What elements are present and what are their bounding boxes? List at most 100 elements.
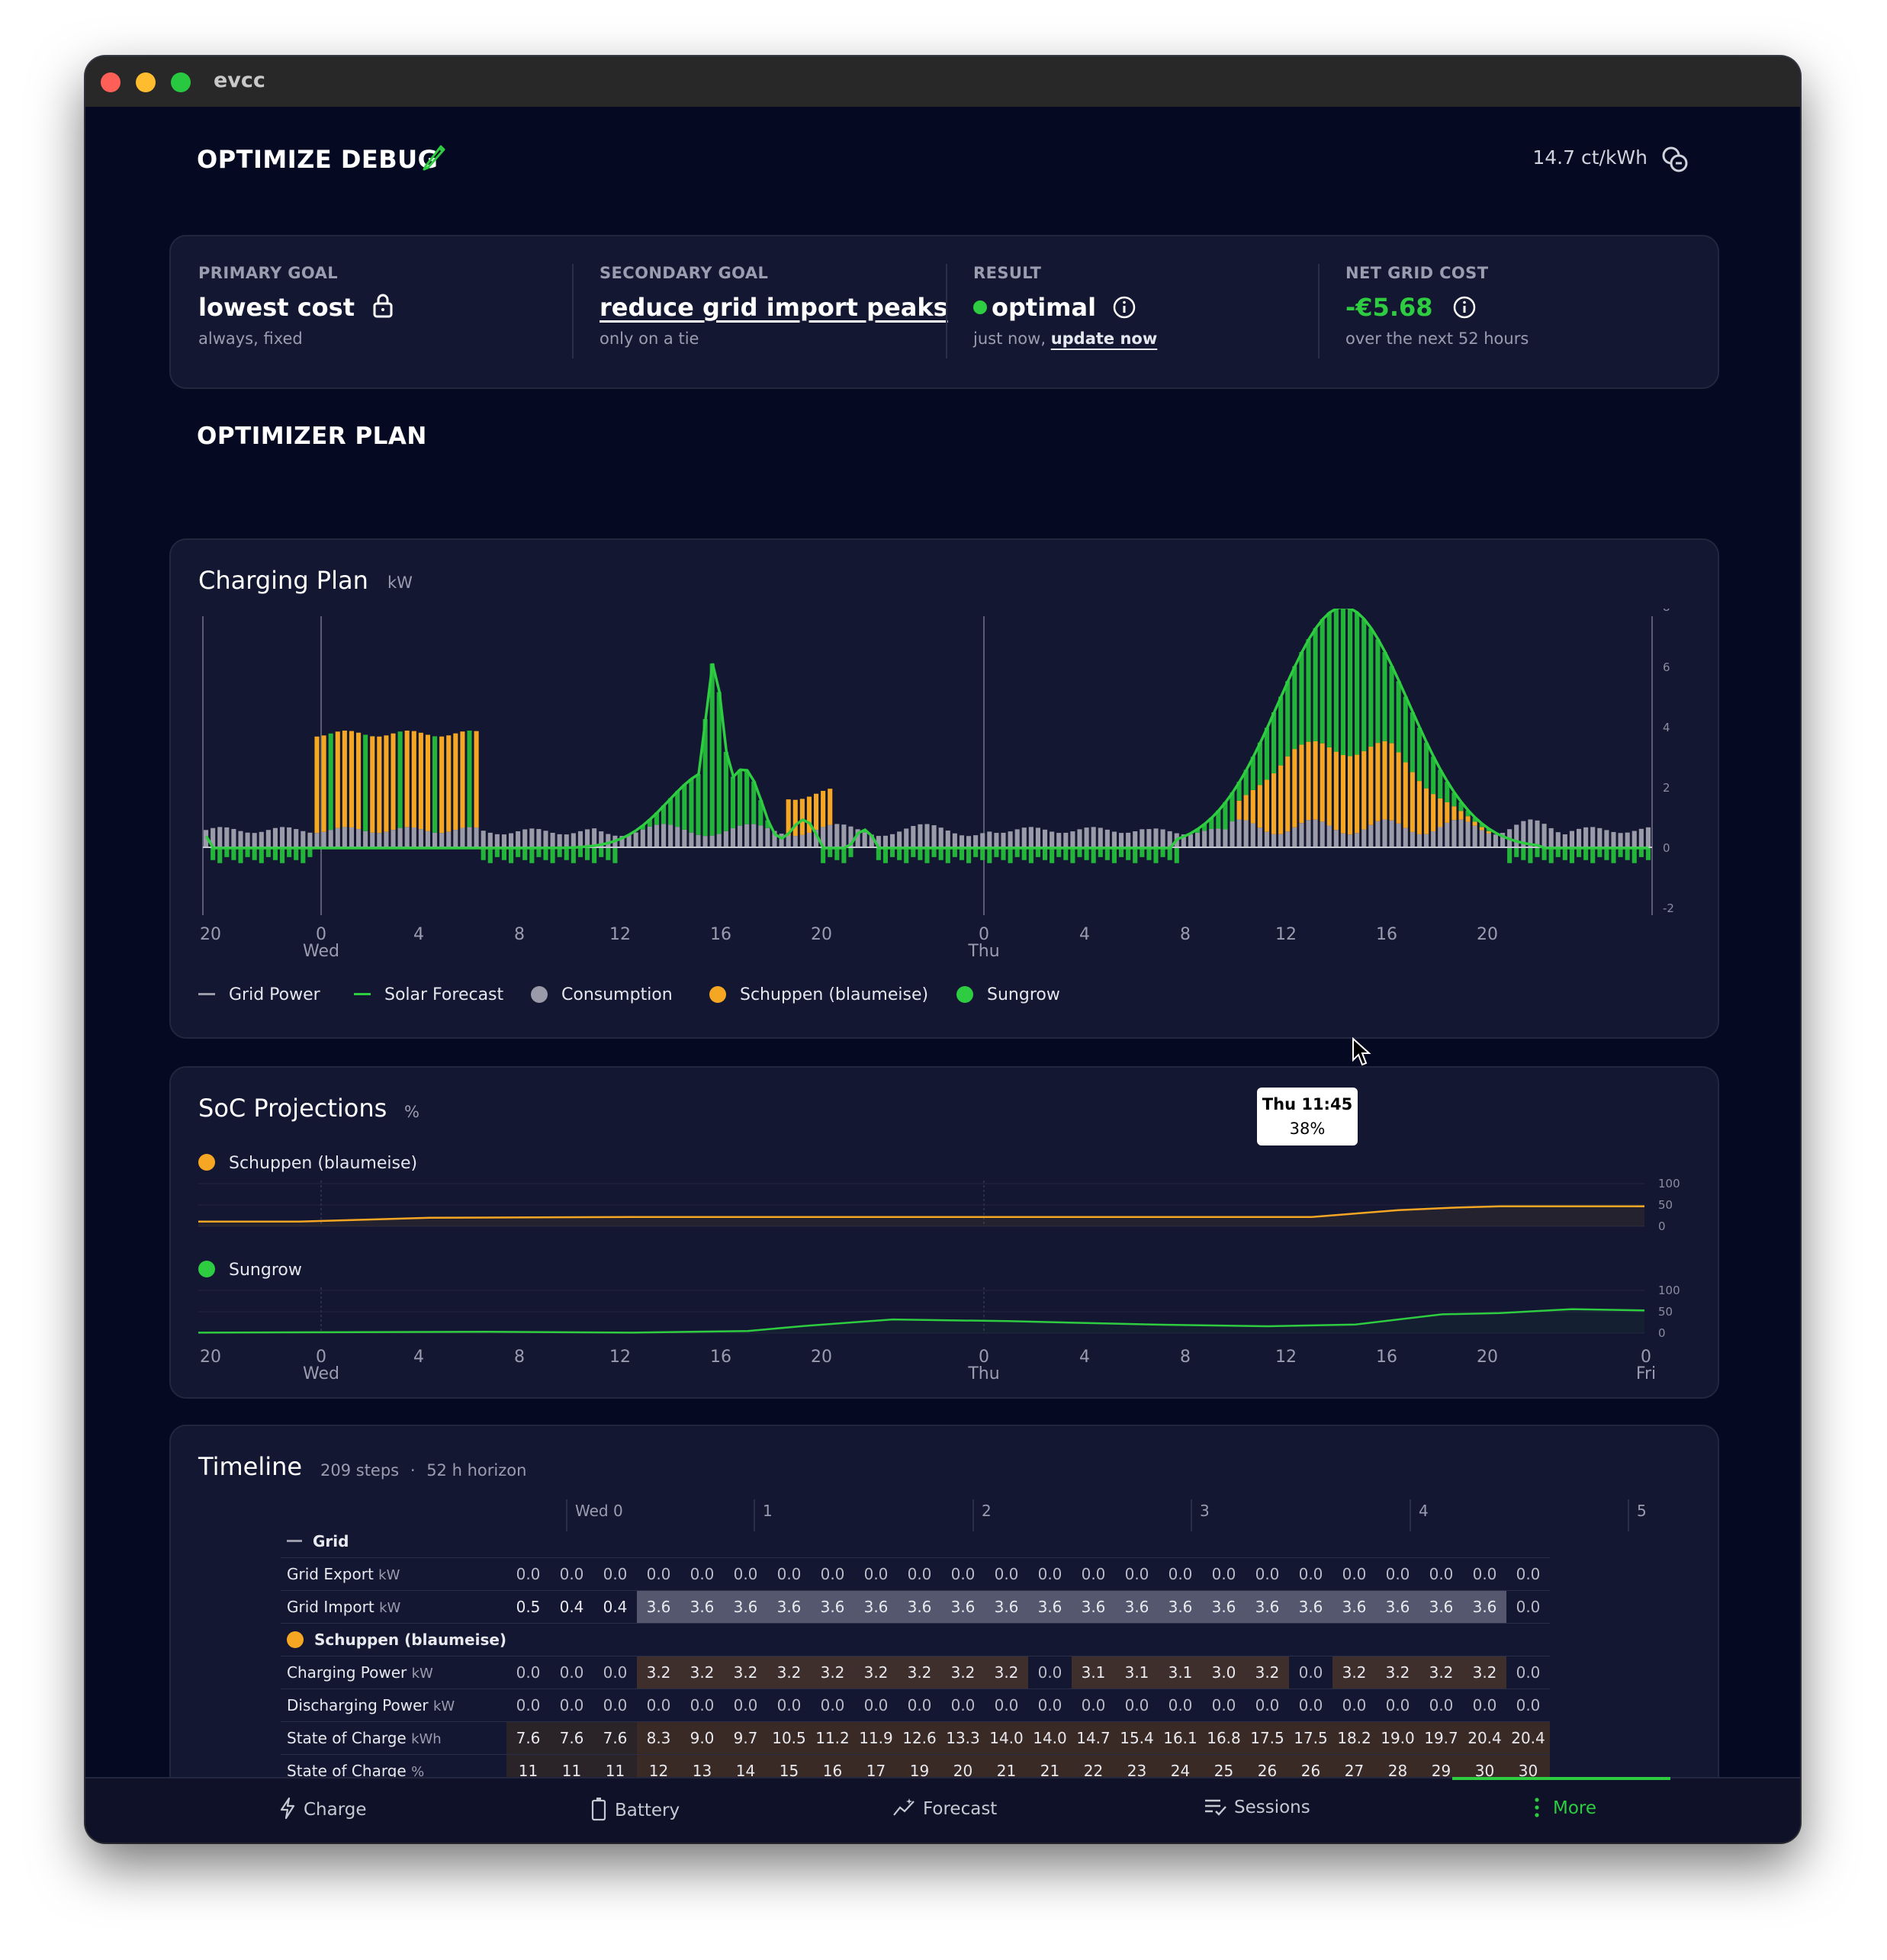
consumption-bar xyxy=(966,836,972,848)
consumption-bar xyxy=(647,826,652,848)
schuppen-bar xyxy=(1431,794,1436,832)
schuppen-bar xyxy=(1361,750,1367,830)
table-cell: 20.4 xyxy=(1463,1721,1506,1755)
row-label-text: State of Charge xyxy=(287,1729,412,1747)
table-cell: 0.0 xyxy=(1246,1688,1289,1722)
table-cell: 18.2 xyxy=(1332,1721,1376,1755)
nav-forecast[interactable]: Forecast xyxy=(892,1797,997,1819)
consumption-bar xyxy=(1126,832,1131,848)
sungrow-bar xyxy=(994,848,999,857)
page-title: OPTIMIZE DEBUG xyxy=(197,145,439,174)
secondary-goal-select[interactable]: reduce grid import peaks xyxy=(600,293,948,322)
consumption-bar xyxy=(536,829,542,848)
consumption-bar xyxy=(1577,828,1582,848)
table-cell: 16 xyxy=(811,1754,854,1778)
sungrow-bar xyxy=(1230,792,1235,822)
consumption-bar xyxy=(1035,827,1040,848)
series-dot xyxy=(198,1261,215,1277)
x-tick-label: 20 xyxy=(811,1348,832,1367)
schuppen-bar xyxy=(799,798,805,835)
nav-more[interactable]: More xyxy=(1533,1797,1596,1818)
table-cell: 0.0 xyxy=(1463,1557,1506,1591)
table-cell: 3.6 xyxy=(1419,1590,1463,1624)
sungrow-bar xyxy=(1216,810,1221,829)
legend-solar-forecast[interactable]: Solar Forecast xyxy=(354,985,503,1004)
primary-goal-label: PRIMARY GOAL xyxy=(198,264,339,282)
sungrow-bar xyxy=(1153,848,1159,863)
schuppen-bar xyxy=(342,730,347,827)
tariff-price[interactable]: 14.7 ct/kWh xyxy=(1532,146,1687,169)
legend-schuppen[interactable]: Schuppen (blaumeise) xyxy=(709,985,928,1004)
consumption-bar xyxy=(1153,828,1159,848)
sungrow-bar xyxy=(848,848,853,857)
hour-header: 5 xyxy=(1628,1499,1647,1531)
coins-icon[interactable] xyxy=(1660,145,1689,177)
sungrow-bar xyxy=(1326,612,1332,747)
chart-title: SoC Projections xyxy=(198,1094,387,1123)
hour-header: Wed 0 xyxy=(566,1499,623,1531)
consumption-bar xyxy=(1257,827,1262,848)
nav-sessions[interactable]: Sessions xyxy=(1204,1797,1310,1817)
sungrow-bar xyxy=(897,848,902,860)
close-window-button[interactable] xyxy=(101,72,121,92)
hour-header: 2 xyxy=(972,1499,992,1531)
sungrow-bar xyxy=(1111,848,1117,863)
table-cell: 19.7 xyxy=(1419,1721,1463,1755)
x-tick-label: 8 xyxy=(1180,1348,1191,1367)
zoom-window-button[interactable] xyxy=(171,72,191,92)
sungrow-bar xyxy=(238,848,243,863)
sungrow-bar xyxy=(522,848,528,860)
schuppen-bar xyxy=(1333,751,1339,831)
secondary-goal-sub: only on a tie xyxy=(600,329,699,348)
sungrow-bar xyxy=(682,784,687,830)
nav-battery[interactable]: Battery xyxy=(590,1797,680,1821)
consumption-bar xyxy=(959,835,964,848)
table-cell: 3.6 xyxy=(1376,1590,1419,1624)
sungrow-bar xyxy=(1472,818,1477,822)
sungrow-bar xyxy=(1445,782,1450,803)
y-tick-label: 0 xyxy=(1658,1326,1666,1340)
schuppen-bar xyxy=(1250,789,1255,824)
consumption-bar xyxy=(821,827,826,848)
info-icon[interactable] xyxy=(1112,295,1136,320)
consumption-bar xyxy=(1535,820,1540,848)
consumption-bar xyxy=(1438,827,1443,848)
x-tick-label: 16 xyxy=(1376,1348,1397,1367)
row-unit: kWh xyxy=(411,1731,442,1747)
table-cell: 3.6 xyxy=(724,1590,767,1624)
hour-header: 1 xyxy=(754,1499,773,1531)
soc-card: SoC Projections % Schuppen (blaumeise) Su… xyxy=(169,1066,1719,1399)
consumption-bar xyxy=(1285,831,1291,848)
y-tick-label: 0 xyxy=(1658,1219,1666,1233)
table-cell: 3.6 xyxy=(898,1590,941,1624)
legend-label: Solar Forecast xyxy=(384,985,504,1004)
nav-charge[interactable]: Charge xyxy=(279,1797,367,1820)
table-cell: 3.6 xyxy=(1463,1590,1506,1624)
sungrow-bar xyxy=(467,730,472,827)
info-icon[interactable] xyxy=(1452,295,1477,320)
soc-chart[interactable]: Schuppen (blaumeise) Sungrow 100 50 0 100 50 0 2… xyxy=(171,1136,1718,1396)
consumption-bar xyxy=(606,834,611,848)
sungrow-bar xyxy=(245,848,250,857)
sungrow-bar xyxy=(1410,712,1415,773)
update-now-link[interactable]: update now xyxy=(1050,329,1158,348)
table-cell: 0.0 xyxy=(941,1557,985,1591)
consumption-bar xyxy=(716,834,722,848)
sungrow-bar xyxy=(592,848,597,863)
sungrow-bar xyxy=(577,848,583,857)
schuppen-bar xyxy=(370,736,375,833)
legend-consumption[interactable]: Consumption xyxy=(531,985,673,1004)
schuppen-bar xyxy=(1479,827,1484,831)
schuppen-bar xyxy=(1451,806,1457,821)
legend-grid-power[interactable]: Grid Power xyxy=(198,985,320,1004)
pencil-icon[interactable] xyxy=(421,140,448,174)
legend-sungrow[interactable]: Sungrow xyxy=(956,985,1060,1004)
consumption-bar xyxy=(1320,821,1325,848)
sungrow-bar xyxy=(1320,619,1325,744)
nav-label: Sessions xyxy=(1234,1798,1310,1817)
x-tick-label: 20 xyxy=(200,925,221,944)
sungrow-bar xyxy=(1355,612,1360,755)
legend-label: Consumption xyxy=(561,985,673,1004)
minimize-window-button[interactable] xyxy=(136,72,156,92)
